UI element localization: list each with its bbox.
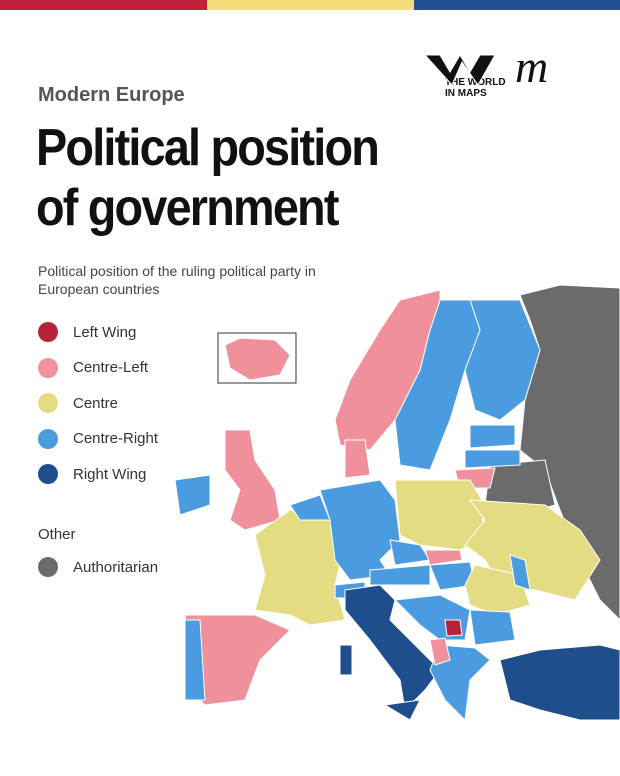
legend-item: Centre-Right <box>38 428 159 449</box>
country <box>469 609 516 646</box>
country <box>509 554 531 591</box>
country <box>344 439 371 479</box>
legend-item: Centre <box>38 393 118 413</box>
legend-item: Authoritarian <box>38 557 158 577</box>
logo-mark: m <box>515 41 549 92</box>
country <box>499 644 620 721</box>
stripe <box>207 0 414 10</box>
legend-swatch <box>38 428 58 449</box>
country <box>174 474 211 516</box>
country <box>464 449 521 469</box>
country <box>469 424 516 449</box>
country <box>184 619 206 701</box>
country <box>334 289 441 451</box>
country <box>319 479 401 581</box>
title: Political position of government <box>36 119 380 237</box>
other-heading: Other <box>38 526 76 543</box>
country <box>224 337 291 381</box>
legend-swatch <box>38 557 58 577</box>
inset-box <box>217 332 297 384</box>
country <box>429 637 451 666</box>
legend-label: Authoritarian <box>73 558 159 576</box>
legend-label: Centre <box>73 394 119 412</box>
country <box>424 549 463 566</box>
legend-swatch <box>38 464 58 484</box>
legend-label: Left Wing <box>73 323 137 341</box>
country <box>344 584 441 712</box>
legend-item: Right Wing <box>38 464 146 484</box>
country <box>339 644 353 676</box>
logo-text: THE WORLD IN MAPS <box>445 77 506 99</box>
legend-item: Left Wing <box>38 322 136 342</box>
legend-label: Right Wing <box>73 465 147 483</box>
legend-swatch <box>38 322 58 342</box>
legend-item: Centre-Left <box>38 357 149 378</box>
kicker: Modern Europe <box>38 84 185 106</box>
subtitle: Political position of the ruling politic… <box>38 263 316 297</box>
country <box>224 429 281 531</box>
country <box>429 644 491 722</box>
legend-swatch <box>38 393 58 413</box>
stripe <box>0 0 207 10</box>
country <box>444 619 463 637</box>
legend-label: Centre-Right <box>73 430 159 447</box>
country <box>383 699 421 721</box>
stripe <box>414 0 620 10</box>
country <box>369 564 431 586</box>
legend-label: Centre-Left <box>73 359 149 376</box>
legend-swatch <box>38 357 58 378</box>
